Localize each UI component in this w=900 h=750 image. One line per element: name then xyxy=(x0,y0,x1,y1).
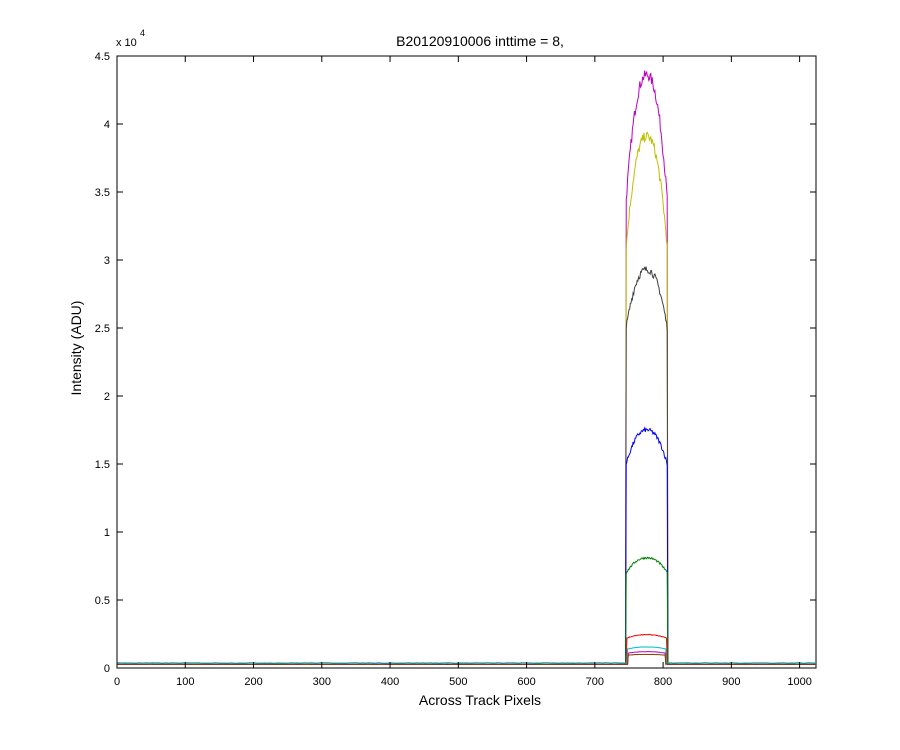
y-tick-label: 3 xyxy=(104,255,110,267)
x-axis-label: Across Track Pixels xyxy=(419,692,541,708)
x-tick-label: 100 xyxy=(176,676,194,688)
y-tick-label: 1.5 xyxy=(95,459,110,471)
tick-layer: 0 100 200 300 400 500 600 700 800 900 1000 0 0.5 1 1.5… xyxy=(95,51,816,688)
series-line xyxy=(116,653,817,666)
plot-area xyxy=(116,55,817,669)
x-tick-label: 1000 xyxy=(787,676,811,688)
y-tick-label: 1 xyxy=(104,527,110,539)
y-tick-label: 2.5 xyxy=(95,323,110,335)
x-tick-label: 300 xyxy=(313,676,331,688)
y-multiplier-label: x 10 xyxy=(116,37,137,49)
y-tick-label: 2 xyxy=(104,391,110,403)
x-tick-label: 400 xyxy=(381,676,399,688)
y-tick-label: 4.5 xyxy=(95,51,110,63)
chart-title: B20120910006 inttime = 8, xyxy=(396,33,564,49)
series-layer xyxy=(116,70,817,666)
y-tick-label: 3.5 xyxy=(95,187,110,199)
y-multiplier-exponent: 4 xyxy=(140,28,145,38)
y-tick-label: 0 xyxy=(104,663,110,675)
y-tick-label: 0.5 xyxy=(95,595,110,607)
series-line xyxy=(116,646,817,664)
y-tick-label: 4 xyxy=(104,119,110,131)
x-tick-label: 800 xyxy=(654,676,672,688)
y-axis-label: Intensity (ADU) xyxy=(68,301,84,396)
x-tick-label: 200 xyxy=(244,676,262,688)
x-tick-label: 900 xyxy=(722,676,740,688)
x-tick-label: 700 xyxy=(586,676,604,688)
x-tick-label: 600 xyxy=(517,676,535,688)
x-tick-label: 0 xyxy=(114,676,120,688)
x-tick-label: 500 xyxy=(449,676,467,688)
